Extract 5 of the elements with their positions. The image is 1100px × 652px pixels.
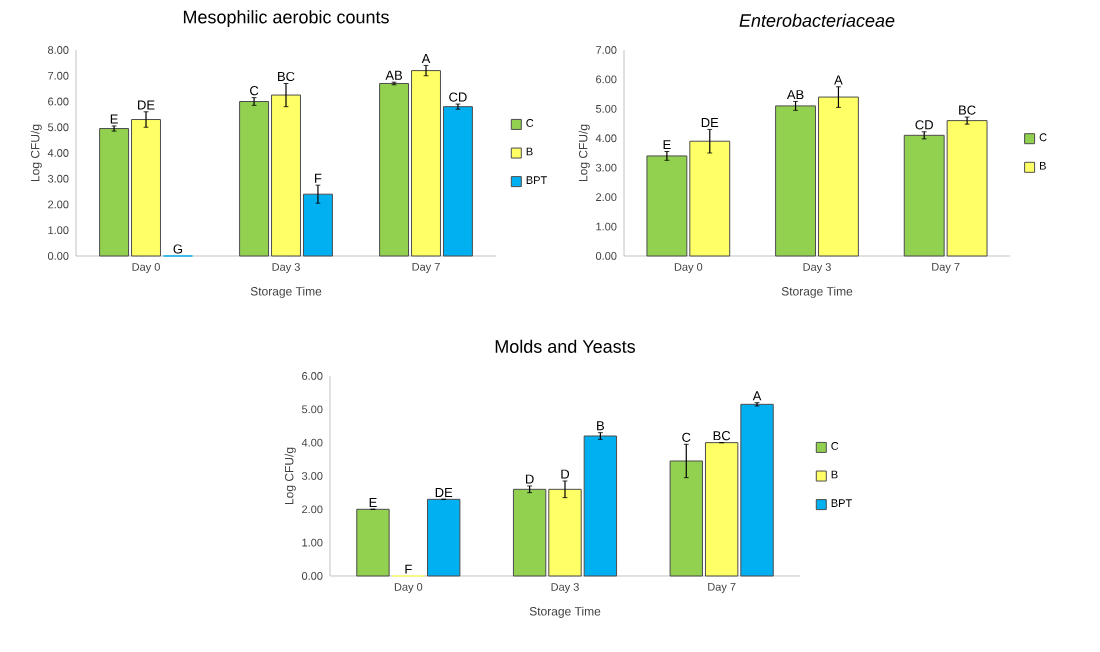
chart-title: Molds and Yeasts bbox=[495, 339, 636, 353]
bar bbox=[356, 508, 390, 577]
chart-title: Mesophilic aerobic counts bbox=[183, 10, 389, 27]
bar bbox=[427, 498, 461, 577]
chart-title: Enterobacteriaceae bbox=[739, 13, 895, 27]
